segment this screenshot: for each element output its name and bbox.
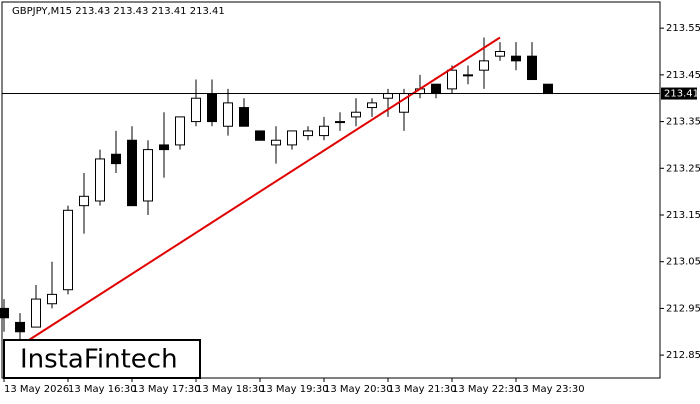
candle-body (31, 298, 41, 328)
x-tick-label: 13 May 18:30 (196, 384, 265, 395)
x-tick-label: 13 May 19:30 (260, 384, 329, 395)
candle-body (127, 139, 137, 207)
candle-body (511, 55, 521, 62)
y-tick-label: 213.35 (666, 117, 700, 128)
x-tick-label: 13 May 16:30 (68, 384, 137, 395)
y-tick-label: 213.05 (666, 257, 700, 268)
logo-box (3, 339, 201, 379)
y-tick-label: 212.95 (666, 303, 700, 314)
x-tick-label: 13 May 20:30 (324, 384, 393, 395)
candle-body (175, 116, 185, 146)
candle-body (287, 130, 297, 146)
candle-body (207, 93, 217, 123)
candle-body (431, 83, 441, 95)
plot-frame (1, 1, 661, 379)
candle-body (239, 107, 249, 127)
candle-body (95, 158, 105, 202)
candle-body (495, 51, 505, 57)
x-tick-label: 13 May 23:30 (516, 384, 585, 395)
x-tick-label: 13 May 22:30 (452, 384, 521, 395)
y-tick-label: 213.15 (666, 210, 700, 221)
candle-body (255, 130, 265, 141)
y-tick-label: 213.45 (666, 70, 700, 81)
candle-body (543, 83, 553, 95)
candle-body (303, 130, 313, 137)
logo: InstaFintech (20, 345, 178, 375)
y-tick-label: 213.55 (666, 23, 700, 34)
x-tick-label: 13 May 2026 (4, 384, 69, 395)
candle-body (351, 111, 361, 118)
x-tick-label: 13 May 17:30 (132, 384, 201, 395)
candle-body (15, 321, 25, 333)
trend-line (19, 36, 501, 347)
candle-body (223, 102, 233, 127)
y-tick-label: 212.85 (666, 350, 700, 361)
candle-body (79, 195, 89, 207)
candle-body (447, 69, 457, 90)
candle-body (0, 307, 9, 319)
current-price-label: 213.41 (664, 89, 699, 100)
candle-body (159, 144, 169, 151)
candle-body (191, 97, 201, 123)
candle-body (383, 93, 393, 99)
candle-body (111, 153, 121, 165)
candle-body (319, 125, 329, 137)
candle-body (143, 149, 153, 202)
candle-body (335, 121, 345, 124)
current-price-box (661, 87, 697, 100)
candle-body (47, 293, 57, 305)
x-tick-label: 13 May 21:30 (388, 384, 457, 395)
candle-body (527, 55, 537, 81)
candle-body (479, 60, 489, 71)
candle-body (63, 209, 73, 291)
chart-header: GBPJPY,M15 213.43 213.43 213.41 213.41 (12, 6, 225, 17)
candle-body (463, 74, 473, 77)
y-tick-label: 213.25 (666, 163, 700, 174)
candle-body (367, 102, 377, 109)
candle-body (271, 139, 281, 146)
